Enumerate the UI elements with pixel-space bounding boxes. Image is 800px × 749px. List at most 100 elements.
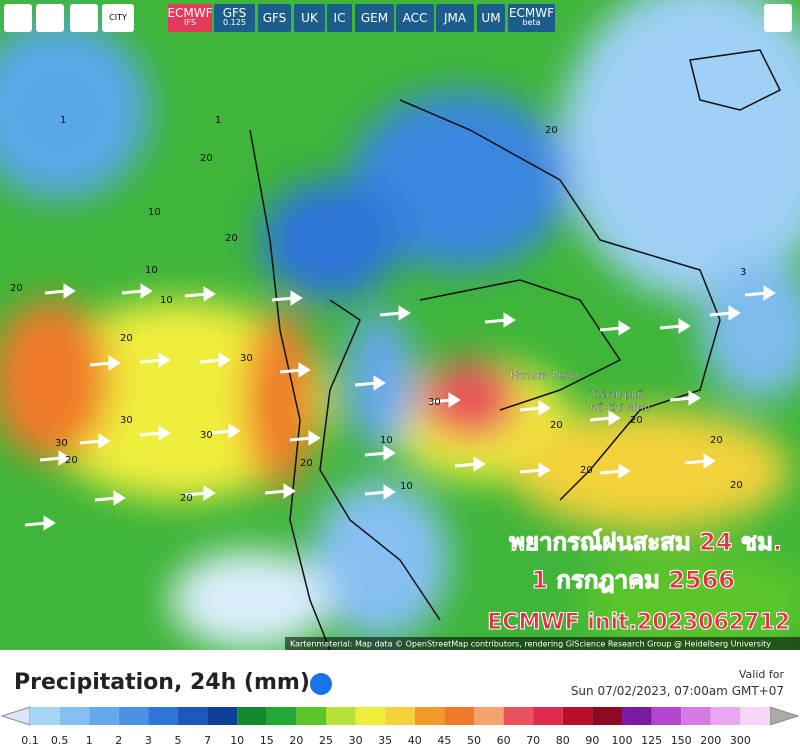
legend-label: 200 bbox=[700, 734, 721, 747]
model-label: UM bbox=[481, 11, 501, 25]
wind-arrow-head bbox=[618, 463, 631, 479]
wind-arrow-head bbox=[398, 305, 411, 321]
legend-label: 300 bbox=[730, 734, 751, 747]
wind-arrow-head bbox=[63, 283, 76, 299]
info-button[interactable] bbox=[310, 673, 332, 695]
model-button[interactable]: ACC bbox=[396, 4, 434, 32]
attribution: Kartenmaterial: Map data © OpenStreetMap… bbox=[290, 640, 771, 649]
legend-label: 10 bbox=[230, 734, 244, 747]
wind-arrow-head bbox=[383, 484, 396, 500]
wind-arrow-head bbox=[298, 362, 311, 378]
wind-arrow bbox=[24, 521, 48, 527]
contour-label: 20 bbox=[120, 333, 133, 344]
wind-arrow-head bbox=[58, 450, 71, 466]
legend-label: 20 bbox=[289, 734, 303, 747]
contour-label: 1 bbox=[60, 115, 66, 126]
location-button[interactable] bbox=[36, 4, 64, 32]
model-button[interactable]: ECMWF IFS bbox=[167, 4, 213, 32]
model-label: IC bbox=[333, 11, 346, 25]
contour-label: 10 bbox=[400, 481, 413, 492]
legend-swatch bbox=[385, 707, 415, 725]
model-label: ECMWF bbox=[167, 6, 213, 20]
wind-arrow-head bbox=[473, 456, 486, 472]
contour-label: 10 bbox=[148, 207, 161, 218]
wind-arrow bbox=[139, 358, 163, 364]
wind-arrow bbox=[484, 318, 508, 324]
wind-arrow-head bbox=[140, 283, 153, 299]
share-button[interactable] bbox=[764, 4, 792, 32]
wind-arrow bbox=[44, 289, 68, 295]
wind-arrow-head bbox=[203, 286, 216, 302]
wind-arrow-head bbox=[688, 390, 701, 406]
legend-label: 100 bbox=[612, 734, 633, 747]
wind-arrow bbox=[599, 469, 623, 475]
model-sublabel: IFS bbox=[184, 18, 196, 27]
legend-label: 35 bbox=[378, 734, 392, 747]
wind-arrow-head bbox=[728, 305, 741, 321]
contour-label: 10 bbox=[380, 435, 393, 446]
legend-label: 7 bbox=[204, 734, 211, 747]
contour-label: 20 bbox=[10, 283, 23, 294]
legend-swatch bbox=[59, 707, 90, 725]
legend-label: 30 bbox=[349, 734, 363, 747]
wind-arrow-head bbox=[703, 453, 716, 469]
wind-arrow bbox=[364, 451, 388, 457]
legend-swatch bbox=[592, 707, 622, 725]
wind-arrow-head bbox=[218, 352, 231, 368]
model-button[interactable]: ECMWF beta bbox=[508, 4, 555, 32]
model-label: UK bbox=[301, 11, 318, 25]
wind-arrow bbox=[39, 456, 63, 462]
legend-label: 0.1 bbox=[21, 734, 39, 747]
legend-label: 40 bbox=[408, 734, 422, 747]
wind-arrow-head bbox=[158, 352, 171, 368]
wind-arrow-head bbox=[503, 312, 516, 328]
refresh-button[interactable] bbox=[4, 4, 32, 32]
model-label: JMA bbox=[443, 11, 467, 25]
model-button[interactable]: IC bbox=[327, 4, 352, 32]
model-button[interactable]: UK bbox=[294, 4, 325, 32]
model-button[interactable]: UM bbox=[477, 4, 505, 32]
contour-label: 20 bbox=[730, 480, 743, 491]
legend-swatch bbox=[296, 707, 326, 725]
legend-label: 1 bbox=[86, 734, 93, 747]
legend-swatch bbox=[178, 707, 208, 725]
wind-arrow bbox=[519, 468, 543, 474]
wind-arrow bbox=[589, 416, 613, 422]
wind-arrow bbox=[209, 429, 233, 435]
wind-arrow-head bbox=[763, 285, 776, 301]
contour-label: 20 bbox=[200, 153, 213, 164]
model-button[interactable]: GFS 0.125 bbox=[214, 4, 255, 32]
overlay-init: ECMWF init.2023062712 bbox=[487, 610, 790, 635]
zoom-button[interactable] bbox=[70, 4, 98, 32]
legend-swatch bbox=[651, 707, 682, 725]
legend-swatch bbox=[740, 707, 770, 725]
legend-label: 3 bbox=[145, 734, 152, 747]
city-button[interactable]: CITY bbox=[102, 4, 134, 32]
legend-label: 50 bbox=[467, 734, 481, 747]
wind-arrow bbox=[519, 406, 543, 412]
wind-arrow bbox=[139, 431, 163, 437]
wind-arrow bbox=[709, 311, 733, 317]
wind-arrow bbox=[659, 324, 683, 330]
model-label: ECMWF bbox=[508, 6, 555, 20]
wind-arrow-head bbox=[158, 425, 171, 441]
model-label: GFS bbox=[222, 6, 247, 20]
contour-label: 3 bbox=[740, 267, 746, 278]
model-button[interactable]: GEM bbox=[355, 4, 394, 32]
wind-arrow bbox=[684, 459, 708, 465]
model-button[interactable]: JMA bbox=[436, 4, 474, 32]
legend-label: 70 bbox=[526, 734, 540, 747]
contour-label: 30 bbox=[240, 353, 253, 364]
model-label: GEM bbox=[360, 11, 389, 25]
contour-label: 1 bbox=[215, 115, 221, 126]
place-label: Hồ Chí Minh bbox=[590, 402, 650, 414]
model-button[interactable]: GFS bbox=[258, 4, 291, 32]
valid-time: Sun 07/02/2023, 07:00am GMT+07 bbox=[570, 684, 784, 698]
wind-arrow bbox=[89, 361, 113, 367]
legend-swatch bbox=[681, 707, 711, 725]
model-label: GFS bbox=[262, 11, 287, 25]
wind-arrow-head bbox=[608, 410, 621, 426]
model-label: ACC bbox=[402, 11, 428, 25]
wind-arrow-head bbox=[618, 320, 631, 336]
wind-arrow-head bbox=[290, 290, 303, 306]
